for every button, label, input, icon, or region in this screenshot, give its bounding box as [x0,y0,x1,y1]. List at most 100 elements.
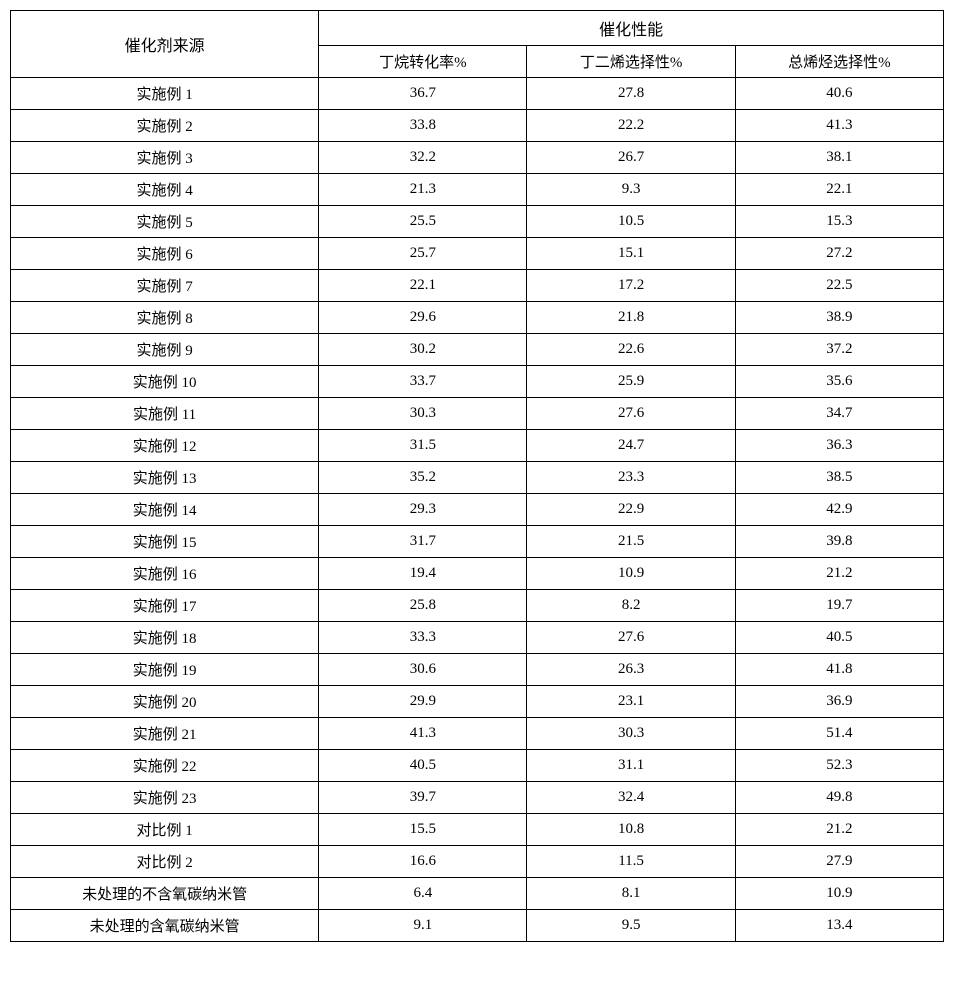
cell-conversion: 33.3 [319,622,527,654]
cell-total-olefin-selectivity: 35.6 [735,366,943,398]
cell-source: 未处理的不含氧碳纳米管 [11,878,319,910]
table-row: 实施例 625.715.127.2 [11,238,944,270]
cell-conversion: 29.9 [319,686,527,718]
cell-total-olefin-selectivity: 41.8 [735,654,943,686]
cell-conversion: 33.7 [319,366,527,398]
cell-butadiene-selectivity: 9.3 [527,174,735,206]
table-row: 实施例 233.822.241.3 [11,110,944,142]
table-row: 实施例 1429.322.942.9 [11,494,944,526]
cell-conversion: 6.4 [319,878,527,910]
cell-source: 实施例 19 [11,654,319,686]
cell-butadiene-selectivity: 25.9 [527,366,735,398]
cell-source: 实施例 10 [11,366,319,398]
cell-butadiene-selectivity: 9.5 [527,910,735,942]
cell-total-olefin-selectivity: 40.5 [735,622,943,654]
cell-total-olefin-selectivity: 41.3 [735,110,943,142]
cell-total-olefin-selectivity: 36.9 [735,686,943,718]
cell-total-olefin-selectivity: 22.1 [735,174,943,206]
cell-source: 实施例 7 [11,270,319,302]
cell-total-olefin-selectivity: 21.2 [735,814,943,846]
table-body: 实施例 136.727.840.6实施例 233.822.241.3实施例 33… [11,78,944,942]
cell-conversion: 15.5 [319,814,527,846]
cell-butadiene-selectivity: 21.8 [527,302,735,334]
cell-source: 实施例 15 [11,526,319,558]
table-row: 实施例 1930.626.341.8 [11,654,944,686]
cell-total-olefin-selectivity: 38.5 [735,462,943,494]
cell-source: 实施例 18 [11,622,319,654]
table-row: 实施例 136.727.840.6 [11,78,944,110]
cell-source: 实施例 17 [11,590,319,622]
cell-source: 实施例 6 [11,238,319,270]
cell-conversion: 22.1 [319,270,527,302]
cell-butadiene-selectivity: 31.1 [527,750,735,782]
cell-source: 实施例 4 [11,174,319,206]
cell-conversion: 39.7 [319,782,527,814]
cell-butadiene-selectivity: 10.5 [527,206,735,238]
table-header: 催化剂来源 催化性能 丁烷转化率% 丁二烯选择性% 总烯烃选择性% [11,11,944,78]
cell-conversion: 16.6 [319,846,527,878]
cell-source: 实施例 9 [11,334,319,366]
cell-butadiene-selectivity: 32.4 [527,782,735,814]
header-col2: 丁二烯选择性% [527,46,735,78]
cell-source: 实施例 16 [11,558,319,590]
cell-butadiene-selectivity: 27.8 [527,78,735,110]
cell-source: 实施例 12 [11,430,319,462]
table-row: 实施例 1033.725.935.6 [11,366,944,398]
cell-total-olefin-selectivity: 27.2 [735,238,943,270]
cell-total-olefin-selectivity: 37.2 [735,334,943,366]
cell-butadiene-selectivity: 17.2 [527,270,735,302]
header-source: 催化剂来源 [11,11,319,78]
catalyst-performance-table: 催化剂来源 催化性能 丁烷转化率% 丁二烯选择性% 总烯烃选择性% 实施例 13… [10,10,944,942]
cell-total-olefin-selectivity: 19.7 [735,590,943,622]
cell-total-olefin-selectivity: 51.4 [735,718,943,750]
cell-butadiene-selectivity: 30.3 [527,718,735,750]
cell-butadiene-selectivity: 23.1 [527,686,735,718]
cell-conversion: 19.4 [319,558,527,590]
table-row: 实施例 1619.410.921.2 [11,558,944,590]
cell-total-olefin-selectivity: 22.5 [735,270,943,302]
cell-source: 实施例 21 [11,718,319,750]
cell-conversion: 36.7 [319,78,527,110]
table-row: 实施例 1531.721.539.8 [11,526,944,558]
cell-conversion: 30.2 [319,334,527,366]
cell-butadiene-selectivity: 21.5 [527,526,735,558]
cell-butadiene-selectivity: 10.9 [527,558,735,590]
table-row: 实施例 829.621.838.9 [11,302,944,334]
table-row: 未处理的含氧碳纳米管9.19.513.4 [11,910,944,942]
cell-butadiene-selectivity: 26.7 [527,142,735,174]
table-row: 实施例 2339.732.449.8 [11,782,944,814]
cell-source: 实施例 8 [11,302,319,334]
cell-total-olefin-selectivity: 34.7 [735,398,943,430]
header-col1: 丁烷转化率% [319,46,527,78]
cell-butadiene-selectivity: 22.6 [527,334,735,366]
table-row: 实施例 2240.531.152.3 [11,750,944,782]
cell-source: 实施例 11 [11,398,319,430]
table-row: 未处理的不含氧碳纳米管6.48.110.9 [11,878,944,910]
cell-source: 实施例 3 [11,142,319,174]
header-row-1: 催化剂来源 催化性能 [11,11,944,46]
cell-total-olefin-selectivity: 27.9 [735,846,943,878]
cell-conversion: 35.2 [319,462,527,494]
header-performance-group: 催化性能 [319,11,944,46]
cell-butadiene-selectivity: 27.6 [527,398,735,430]
table-row: 实施例 2141.330.351.4 [11,718,944,750]
header-col3: 总烯烃选择性% [735,46,943,78]
cell-total-olefin-selectivity: 52.3 [735,750,943,782]
cell-conversion: 41.3 [319,718,527,750]
table-row: 实施例 332.226.738.1 [11,142,944,174]
cell-total-olefin-selectivity: 38.9 [735,302,943,334]
cell-source: 实施例 22 [11,750,319,782]
cell-conversion: 33.8 [319,110,527,142]
cell-total-olefin-selectivity: 49.8 [735,782,943,814]
cell-total-olefin-selectivity: 10.9 [735,878,943,910]
cell-butadiene-selectivity: 11.5 [527,846,735,878]
table-row: 实施例 1725.88.219.7 [11,590,944,622]
table-row: 实施例 1335.223.338.5 [11,462,944,494]
cell-source: 对比例 1 [11,814,319,846]
cell-butadiene-selectivity: 15.1 [527,238,735,270]
cell-conversion: 29.3 [319,494,527,526]
cell-butadiene-selectivity: 27.6 [527,622,735,654]
cell-total-olefin-selectivity: 42.9 [735,494,943,526]
cell-butadiene-selectivity: 24.7 [527,430,735,462]
cell-source: 实施例 5 [11,206,319,238]
